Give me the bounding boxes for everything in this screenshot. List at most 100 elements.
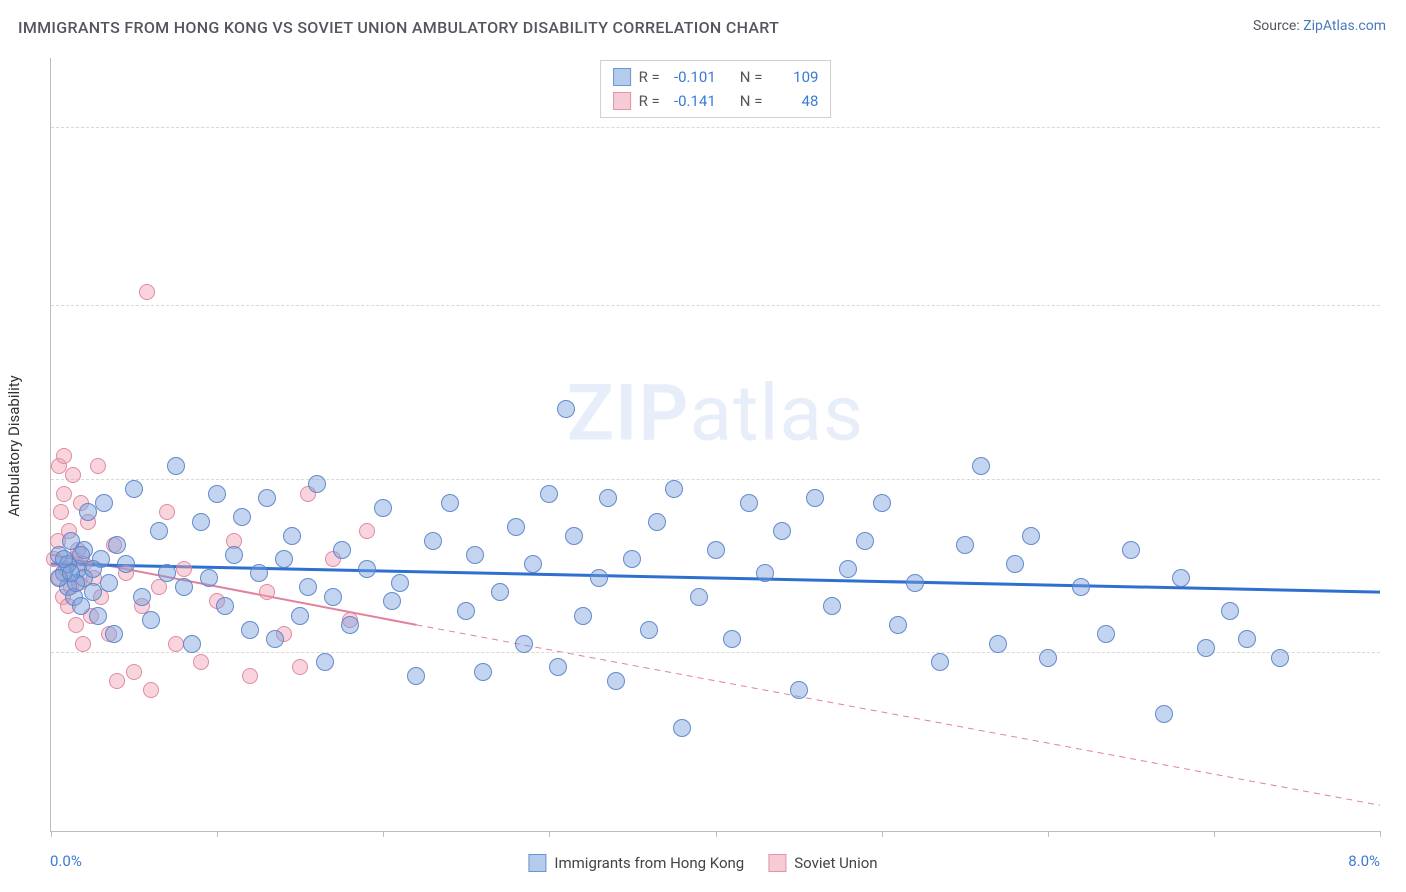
data-point <box>574 607 592 625</box>
data-point <box>806 489 824 507</box>
data-point <box>557 400 575 418</box>
data-point <box>308 475 326 493</box>
data-point <box>1122 541 1140 559</box>
data-point <box>233 508 251 526</box>
data-point <box>540 485 558 503</box>
data-point <box>126 664 142 680</box>
data-point <box>84 583 102 601</box>
r-label: R = <box>639 65 660 89</box>
data-point <box>906 574 924 592</box>
n-label: N = <box>740 89 763 113</box>
data-point <box>1039 649 1057 667</box>
data-point <box>241 621 259 639</box>
data-point <box>62 564 80 582</box>
data-point <box>391 574 409 592</box>
y-tick-label: 7.5% <box>1390 453 1406 471</box>
source-prefix: Source: <box>1253 18 1303 34</box>
x-tick <box>1214 831 1215 837</box>
swatch-blue <box>613 68 631 86</box>
data-point <box>258 489 276 507</box>
data-point <box>90 458 106 474</box>
data-point <box>823 597 841 615</box>
data-point <box>1238 630 1256 648</box>
data-point <box>524 555 542 573</box>
data-point <box>856 532 874 550</box>
data-point <box>56 486 72 502</box>
data-point <box>316 653 334 671</box>
data-point <box>723 630 741 648</box>
data-point <box>623 550 641 568</box>
data-point <box>665 480 683 498</box>
data-point <box>176 561 192 577</box>
data-point <box>565 527 583 545</box>
data-point <box>292 659 308 675</box>
source-attribution: Source: ZipAtlas.com <box>1253 18 1386 34</box>
data-point <box>200 569 218 587</box>
gridline <box>51 479 1380 480</box>
data-point <box>275 550 293 568</box>
data-point <box>507 518 525 536</box>
data-point <box>208 485 226 503</box>
data-point <box>873 494 891 512</box>
data-point <box>283 527 301 545</box>
data-point <box>143 682 159 698</box>
data-point <box>1097 625 1115 643</box>
data-point <box>100 574 118 592</box>
data-point <box>790 681 808 699</box>
y-tick-label: 15.0% <box>1390 101 1406 119</box>
data-point <box>75 636 91 652</box>
x-tick <box>549 831 550 837</box>
data-point <box>457 602 475 620</box>
n-value-su: 48 <box>770 89 818 113</box>
data-point <box>193 654 209 670</box>
stats-legend-box: R = -0.101 N = 109 R = -0.141 N = 48 <box>600 60 832 118</box>
chart-title: IMMIGRANTS FROM HONG KONG VS SOVIET UNIO… <box>18 18 779 37</box>
data-point <box>183 635 201 653</box>
trend-lines <box>51 58 1380 831</box>
data-point <box>333 541 351 559</box>
data-point <box>648 513 666 531</box>
data-point <box>105 625 123 643</box>
data-point <box>931 653 949 671</box>
bottom-legend: Immigrants from Hong Kong Soviet Union <box>528 854 877 872</box>
data-point <box>324 588 342 606</box>
data-point <box>491 583 509 601</box>
data-point <box>989 635 1007 653</box>
watermark-light: atlas <box>690 368 865 459</box>
data-point <box>299 578 317 596</box>
data-point <box>266 630 284 648</box>
data-point <box>242 668 258 684</box>
data-point <box>756 564 774 582</box>
data-point <box>515 635 533 653</box>
data-point <box>68 617 84 633</box>
data-point <box>1022 527 1040 545</box>
data-point <box>341 616 359 634</box>
r-value-hk: -0.101 <box>668 65 716 89</box>
data-point <box>108 536 126 554</box>
data-point <box>216 597 234 615</box>
data-point <box>466 546 484 564</box>
data-point <box>168 636 184 652</box>
gridline <box>51 652 1380 653</box>
data-point <box>407 667 425 685</box>
swatch-pink <box>768 854 786 872</box>
source-link[interactable]: ZipAtlas.com <box>1303 18 1386 34</box>
y-tick-label: 3.8% <box>1390 626 1406 644</box>
data-point <box>95 494 113 512</box>
gridline <box>51 127 1380 128</box>
data-point <box>109 673 125 689</box>
data-point <box>599 489 617 507</box>
r-label: R = <box>639 89 660 113</box>
gridline <box>51 305 1380 306</box>
data-point <box>441 494 459 512</box>
y-tick-label: 11.2% <box>1390 279 1406 297</box>
swatch-blue <box>528 854 546 872</box>
data-point <box>150 522 168 540</box>
data-point <box>383 592 401 610</box>
data-point <box>79 503 97 521</box>
scatter-plot: ZIPatlas R = -0.101 N = 109 R = -0.141 N… <box>50 58 1380 832</box>
data-point <box>359 523 375 539</box>
data-point <box>773 522 791 540</box>
data-point <box>1072 578 1090 596</box>
x-tick <box>383 831 384 837</box>
